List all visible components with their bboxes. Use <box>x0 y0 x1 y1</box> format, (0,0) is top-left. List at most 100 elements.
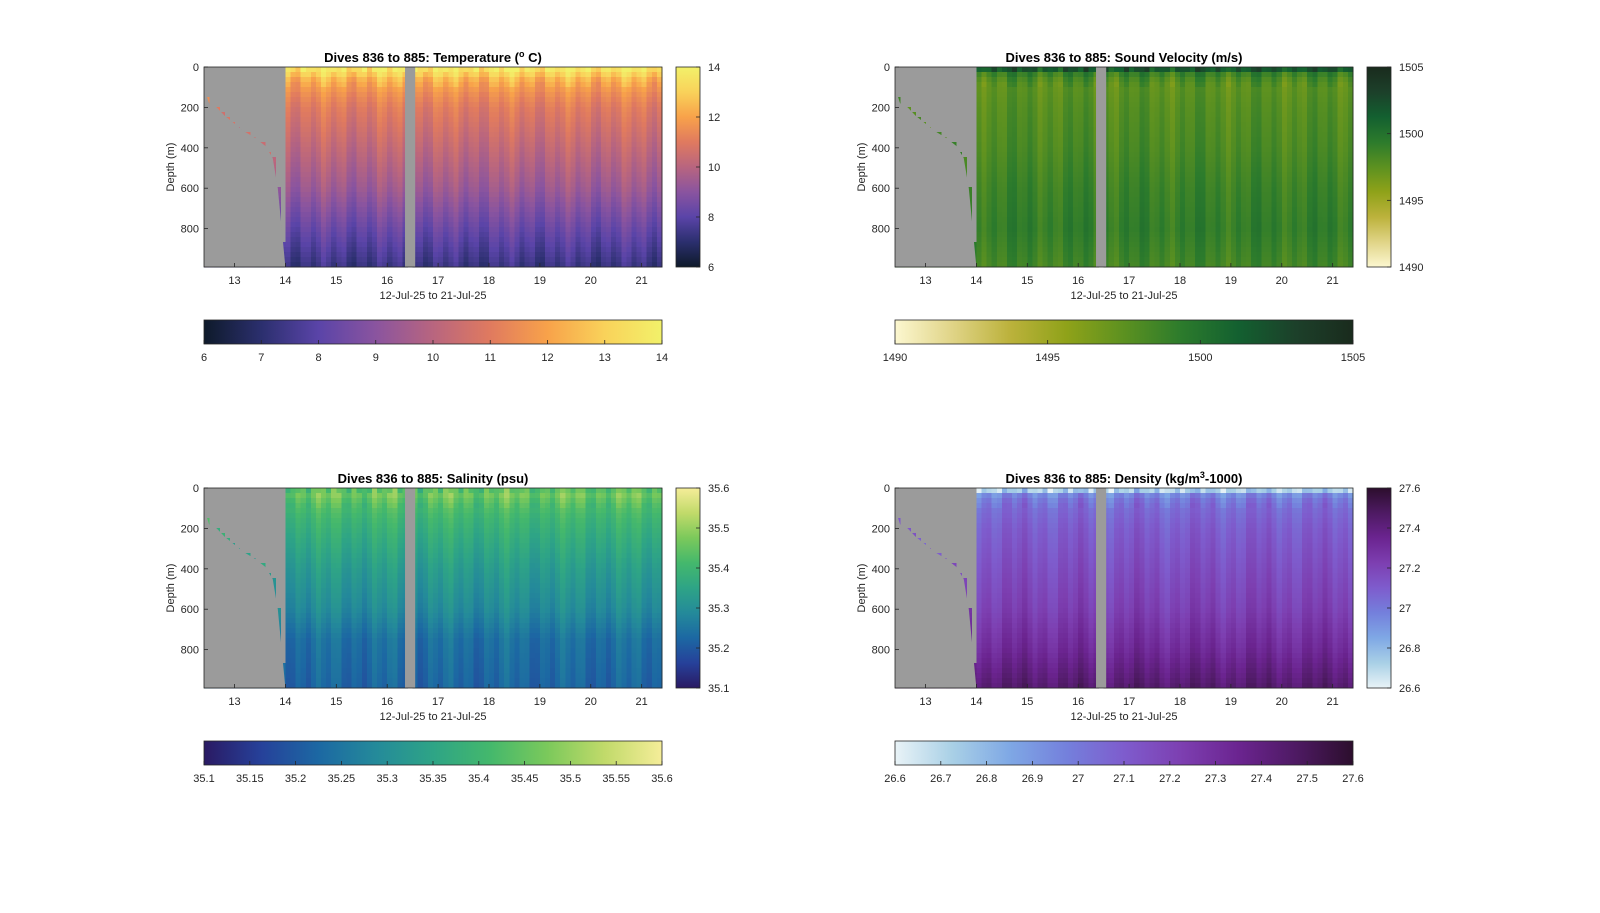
heatmap-cell <box>341 117 347 123</box>
heatmap-cell <box>326 82 332 88</box>
heatmap-cell <box>311 192 317 198</box>
heatmap-cell <box>336 192 342 198</box>
heatmap-cell <box>1088 127 1094 133</box>
heatmap-cell <box>535 197 541 203</box>
heatmap-cell <box>362 157 368 163</box>
heatmap-cell <box>397 77 403 83</box>
heatmap-cell <box>469 177 475 183</box>
heatmap-cell <box>377 152 383 158</box>
heatmap-cell <box>987 67 993 73</box>
heatmap-cell <box>443 257 449 263</box>
heatmap-cell <box>565 107 571 113</box>
heatmap-cell <box>606 127 612 133</box>
heatmap-cell <box>606 227 612 233</box>
heatmap-cell <box>433 237 439 243</box>
heatmap-cell <box>357 87 363 93</box>
heatmap-cell <box>458 132 464 138</box>
heatmap-cell <box>535 77 541 83</box>
heatmap-cell <box>453 132 459 138</box>
heatmap-cell <box>520 227 526 233</box>
heatmap-cell <box>494 202 500 208</box>
heatmap-cell <box>367 147 373 153</box>
heatmap-cell <box>652 162 658 168</box>
heatmap-cell <box>377 162 383 168</box>
heatmap-cell <box>1073 207 1079 213</box>
heatmap-cell <box>346 107 352 113</box>
heatmap-cell <box>336 77 342 83</box>
heatmap-cell <box>352 187 358 193</box>
heatmap-cell <box>428 127 434 133</box>
heatmap-cell <box>479 127 485 133</box>
hcolorbar-tick-label: 8 <box>315 352 321 364</box>
heatmap-cell <box>555 207 561 213</box>
heatmap-cell <box>382 157 388 163</box>
heatmap-cell <box>464 202 470 208</box>
heatmap-cell <box>1068 87 1074 93</box>
heatmap-cell <box>1058 157 1064 163</box>
heatmap-cell <box>1063 142 1069 148</box>
heatmap-cell <box>1043 217 1049 223</box>
heatmap-cell <box>321 112 327 118</box>
heatmap-cell <box>637 107 643 113</box>
heatmap-cell <box>514 137 520 143</box>
heatmap-cell <box>372 152 378 158</box>
heatmap-cell <box>1083 72 1089 78</box>
heatmap-cell <box>1088 112 1094 118</box>
heatmap-cell <box>469 182 475 188</box>
heatmap-cell <box>1119 72 1125 78</box>
heatmap-cell <box>316 107 322 113</box>
heatmap-cell <box>423 82 429 88</box>
heatmap-cell <box>1048 142 1054 148</box>
heatmap-cell <box>992 72 998 78</box>
heatmap-cell <box>637 187 643 193</box>
heatmap-cell <box>1022 102 1028 108</box>
heatmap-cell <box>321 147 327 153</box>
heatmap-cell <box>469 237 475 243</box>
heatmap-cell <box>306 167 312 173</box>
heatmap-cell <box>555 137 561 143</box>
heatmap-cell <box>326 122 332 128</box>
heatmap-cell <box>489 172 495 178</box>
heatmap-cell <box>601 242 607 248</box>
heatmap-cell <box>326 137 332 143</box>
heatmap-cell <box>1083 152 1089 158</box>
heatmap-cell <box>545 247 551 253</box>
heatmap-cell <box>530 182 536 188</box>
heatmap-cell <box>1017 67 1023 73</box>
heatmap-cell <box>474 82 480 88</box>
heatmap-cell <box>291 172 297 178</box>
heatmap-cell <box>341 92 347 98</box>
heatmap-cell <box>372 122 378 128</box>
heatmap-cell <box>479 197 485 203</box>
heatmap-cell <box>1002 147 1008 153</box>
heatmap-cell <box>626 167 632 173</box>
heatmap-cell <box>1032 217 1038 223</box>
heatmap-cell <box>575 207 581 213</box>
heatmap-cell <box>1002 192 1008 198</box>
heatmap-cell <box>560 242 566 248</box>
heatmap-cell <box>530 202 536 208</box>
heatmap-cell <box>321 227 327 233</box>
heatmap-cell <box>1124 182 1130 188</box>
heatmap-cell <box>509 197 515 203</box>
heatmap-cell <box>575 247 581 253</box>
heatmap-cell <box>1007 197 1013 203</box>
heatmap-cell <box>601 152 607 158</box>
heatmap-cell <box>346 87 352 93</box>
heatmap-cell <box>352 182 358 188</box>
heatmap-cell <box>1073 127 1079 133</box>
heatmap-cell <box>581 107 587 113</box>
heatmap-cell <box>565 252 571 258</box>
heatmap-cell <box>1078 252 1084 258</box>
heatmap-cell <box>321 217 327 223</box>
heatmap-cell <box>626 67 632 73</box>
heatmap-cell <box>311 227 317 233</box>
heatmap-cell <box>1017 127 1023 133</box>
heatmap-cell <box>652 97 658 103</box>
heatmap-cell <box>1053 247 1059 253</box>
heatmap-cell <box>1063 97 1069 103</box>
heatmap-cell <box>499 162 505 168</box>
heatmap-cell <box>1022 82 1028 88</box>
y-tick-label: 800 <box>181 224 199 236</box>
heatmap-cell <box>1078 102 1084 108</box>
